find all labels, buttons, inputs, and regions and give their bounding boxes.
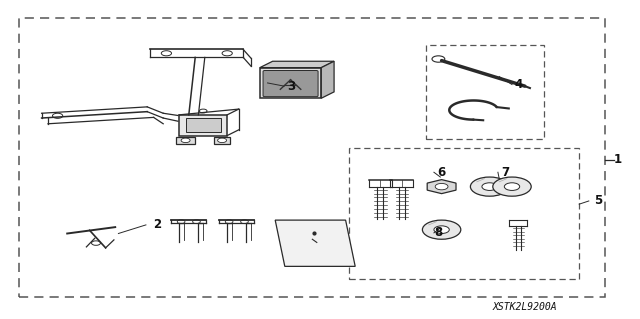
FancyBboxPatch shape (263, 70, 318, 97)
Polygon shape (275, 220, 355, 266)
Bar (349, 148, 579, 279)
Circle shape (435, 183, 448, 190)
Circle shape (493, 177, 531, 196)
Polygon shape (176, 137, 195, 144)
Circle shape (434, 226, 449, 234)
Text: 6: 6 (438, 166, 445, 179)
Text: 2: 2 (153, 219, 161, 231)
Text: 1: 1 (614, 153, 621, 166)
Text: XSTK2L9200A: XSTK2L9200A (493, 302, 557, 312)
Circle shape (432, 56, 445, 62)
Circle shape (200, 109, 207, 113)
Circle shape (177, 220, 185, 224)
Circle shape (225, 220, 233, 224)
Polygon shape (321, 61, 334, 98)
Circle shape (193, 220, 200, 224)
Text: 3: 3 (287, 80, 295, 93)
Polygon shape (260, 61, 334, 68)
Bar (19, 18, 605, 297)
Text: 7: 7 (502, 166, 509, 179)
Circle shape (222, 51, 232, 56)
Circle shape (470, 177, 509, 196)
Polygon shape (214, 137, 230, 144)
Circle shape (52, 113, 63, 118)
Bar (179, 115, 227, 136)
Circle shape (218, 138, 227, 143)
Bar (260, 68, 321, 98)
Text: 5: 5 (595, 195, 602, 207)
Circle shape (92, 241, 100, 245)
Circle shape (181, 138, 190, 143)
Circle shape (504, 183, 520, 190)
Circle shape (241, 220, 248, 224)
Text: 4: 4 (515, 78, 522, 91)
Bar (186, 118, 221, 132)
Circle shape (482, 183, 497, 190)
Circle shape (422, 220, 461, 239)
Circle shape (161, 51, 172, 56)
Polygon shape (427, 180, 456, 194)
Bar (426, 45, 544, 139)
Text: 8: 8 (435, 226, 442, 239)
